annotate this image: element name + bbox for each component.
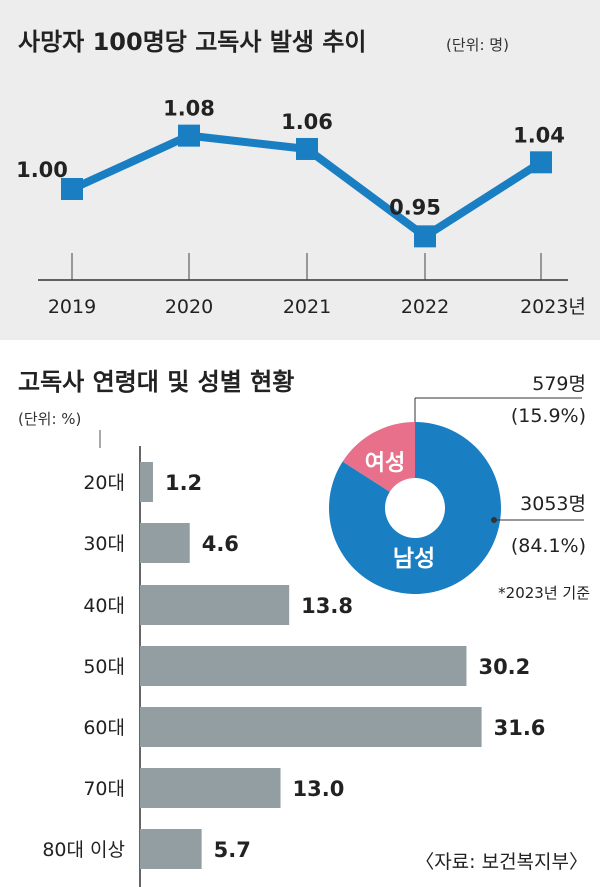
bar-value-label: 31.6 [494,716,546,740]
male-count: 3053명 [520,493,586,515]
male-percent: (84.1%) [511,535,586,557]
male-leader-dot [491,517,497,523]
bar [140,462,153,502]
bar [140,768,281,808]
bar-category-label: 70대 [83,778,125,800]
bar-value-label: 30.2 [478,655,530,679]
donut-slice [342,422,415,492]
donut-slice [329,422,501,594]
line-value-label: 0.95 [389,195,441,219]
line-point [178,124,200,147]
line-value-label: 1.08 [163,97,215,121]
bar-category-label: 50대 [83,656,125,678]
bar-category-label: 20대 [83,472,125,494]
line-chart-unit: (단위: 명) [446,36,509,54]
line-value-label: 1.04 [513,123,565,147]
line-point [296,137,318,160]
source-credit: 〈자료: 보건복지부〉 [415,851,588,873]
bar-value-label: 13.0 [293,777,345,801]
bar [140,523,190,563]
bar-chart-unit: (단위: %) [18,410,81,428]
female-count: 579명 [532,373,586,395]
line-value-label: 1.06 [281,110,333,134]
bar [140,829,202,869]
bar-category-label: 30대 [83,533,125,555]
bar-value-label: 1.2 [165,471,202,495]
bar-category-label: 60대 [83,717,125,739]
bar-value-label: 4.6 [202,532,239,556]
bar-value-label: 5.7 [214,838,251,862]
line-value-label: 1.00 [16,158,68,182]
bar-category-label: 40대 [83,595,125,617]
bar [140,585,290,625]
line-x-tick-label: 2021 [283,296,331,318]
donut-note: *2023년 기준 [498,584,590,602]
donut-male-label: 남성 [393,546,435,572]
line-point [530,151,552,174]
line-x-tick-label: 2022 [401,296,449,318]
line-point [61,178,83,200]
female-percent: (15.9%) [511,405,586,427]
bar [140,707,482,747]
line-chart-panel [0,0,600,340]
donut-center-hole [385,478,445,538]
donut-female-label: 여성 [365,451,405,476]
bar-value-label: 13.8 [301,594,353,618]
line-chart-title: 사망자 100명당 고독사 발생 추이 [18,28,366,56]
line-x-tick-label: 2019 [48,296,96,318]
bar-category-label: 80대 이상 [42,839,125,861]
line-x-tick-label: 2023년 [520,296,586,318]
line-point [414,225,436,248]
bar [140,646,467,686]
line-x-tick-label: 2020 [165,296,213,318]
bar-chart-title: 고독사 연령대 및 성별 현황 [18,368,294,396]
